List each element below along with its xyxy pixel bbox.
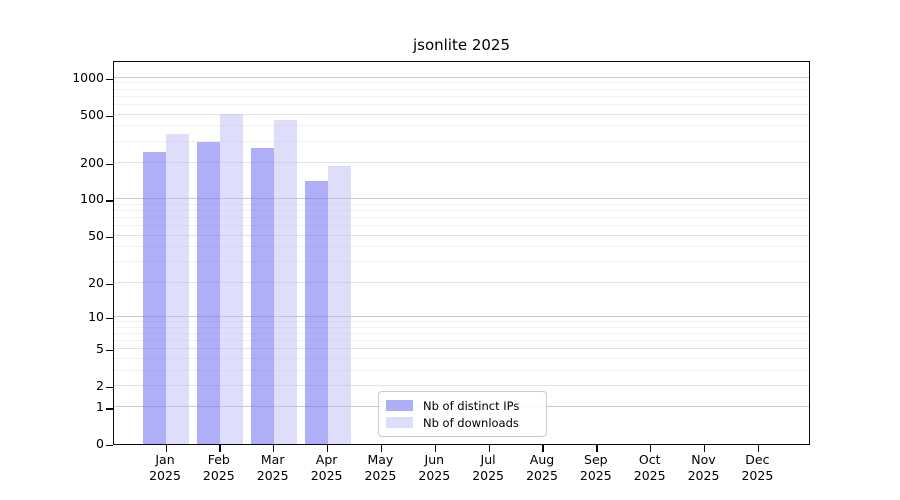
x-tick-mark [596,445,598,452]
y-tick-mark [106,78,113,81]
gridline [114,246,809,248]
y-tick-label: 2 [96,377,104,393]
gridline [114,384,809,386]
y-tick-label: 200 [80,154,104,170]
x-tick-label: Oct 2025 [633,452,666,483]
x-tick-label: Mar 2025 [256,452,289,483]
x-tick-mark [434,445,437,452]
gridline [114,140,809,142]
y-tick-mark [106,236,113,238]
x-tick-label: Nov 2025 [687,452,720,483]
chart-title: jsonlite 2025 [412,36,511,54]
x-tick-mark [165,445,167,452]
x-tick-label: Feb 2025 [202,452,235,483]
x-tick-label: Jun 2025 [418,452,451,483]
y-tick-mark [106,445,113,447]
gridline [114,326,809,328]
gridline [114,332,809,334]
gridline [114,225,809,227]
gridline [114,369,809,371]
y-tick-label: 1000 [72,69,104,85]
y-tick-label: 100 [80,191,104,207]
gridline [114,261,809,262]
y-tick-mark [106,283,113,285]
y-tick-mark [106,386,113,389]
gridline [114,76,809,78]
x-tick-mark [327,445,329,452]
gridline [114,103,809,105]
gridline [114,315,809,317]
plot-area [106,61,810,452]
gridline [114,203,809,205]
x-tick-mark [273,445,275,452]
x-tick-label: Sep 2025 [579,452,612,483]
x-tick-label: Aug 2025 [526,452,558,483]
x-tick-mark [542,445,544,452]
legend-item-downloads: Nb of downloads [386,415,538,430]
x-tick-label: May 2025 [364,452,397,483]
bar-distinct-ips-jan [143,151,166,444]
legend-label-downloads: Nb of downloads [423,415,519,430]
gridline [114,161,809,163]
x-tick-mark [380,445,383,452]
y-tick-label: 500 [80,106,104,122]
bar-downloads-feb [219,113,243,444]
gridline [114,82,809,84]
gridline [114,357,809,359]
y-tick-label: 0 [96,436,104,451]
y-tick-label: 10 [88,308,104,324]
x-tick-mark [704,445,706,452]
legend-swatch-distinct-ips [386,400,413,411]
bar-downloads-mar [273,120,297,444]
legend-item-distinct-ips: Nb of distinct IPs [386,398,538,413]
bar-distinct-ips-mar [250,148,274,444]
bar-distinct-ips-feb [196,141,220,444]
legend-swatch-downloads [386,417,413,428]
y-tick-mark [106,163,113,166]
x-tick-mark [757,445,760,452]
gridline [114,281,809,283]
y-tick-label: 20 [88,274,104,290]
y-tick-label: 1 [96,399,104,415]
y-tick-mark [106,115,113,117]
bar-downloads-apr [327,165,351,444]
x-tick-label: Jul 2025 [472,452,504,483]
y-tick-label: 5 [96,341,104,356]
gridline [114,113,809,115]
x-tick-label: Apr 2025 [310,452,343,483]
gridline [114,348,809,349]
x-tick-label: Jan 2025 [149,452,181,483]
y-tick-label: 50 [88,227,104,243]
gridline [114,95,809,97]
bar-distinct-ips-apr [304,181,328,444]
gridline [114,339,809,341]
gridline [114,217,809,219]
x-tick-mark [650,445,652,452]
x-tick-label: Dec 2025 [741,452,774,483]
y-tick-mark [106,317,113,320]
y-tick-mark [106,408,113,410]
gridline [114,321,809,322]
gridline [114,234,809,236]
legend: Nb of distinct IPs Nb of downloads [378,391,547,437]
gridline [114,210,809,212]
gridline [114,125,809,127]
y-tick-mark [106,350,113,352]
x-tick-mark [219,445,221,452]
legend-label-distinct-ips: Nb of distinct IPs [423,398,520,413]
gridline [114,88,809,90]
gridline [114,198,809,200]
x-tick-mark [488,445,490,452]
bar-downloads-jan [166,133,189,444]
y-tick-mark [106,200,113,202]
